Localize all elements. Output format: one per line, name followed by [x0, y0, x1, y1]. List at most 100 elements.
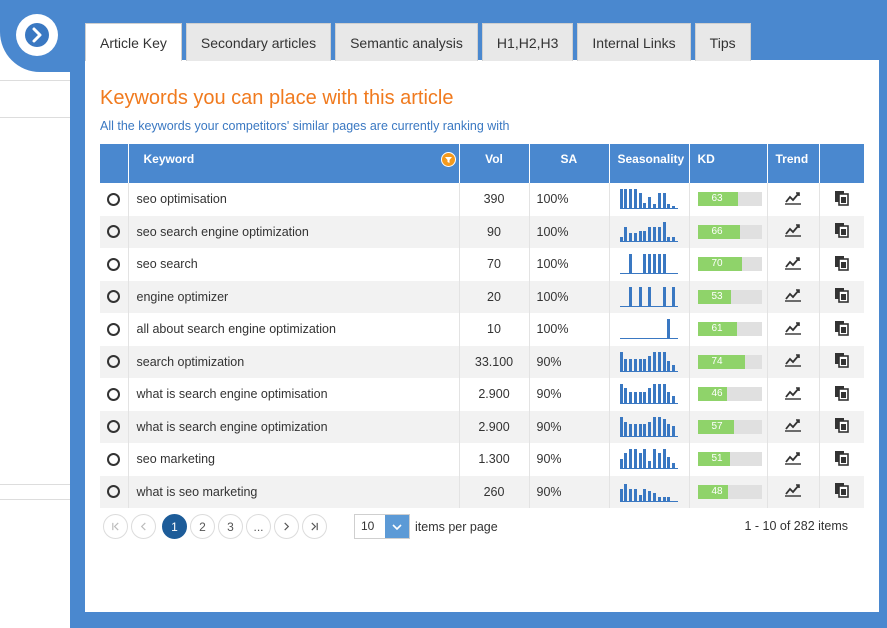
- trend-icon[interactable]: [784, 352, 802, 368]
- trend-cell: [767, 475, 820, 508]
- tab-semantic-analysis[interactable]: Semantic analysis: [335, 23, 478, 61]
- seasonality-bar: [657, 351, 661, 371]
- seasonality-bar: [648, 388, 652, 404]
- row-radio[interactable]: [107, 355, 121, 369]
- trend-icon[interactable]: [784, 450, 802, 466]
- seasonality-bar: [638, 495, 642, 501]
- filter-icon[interactable]: [440, 152, 456, 167]
- trend-icon[interactable]: [784, 287, 802, 303]
- tab-article-key[interactable]: Article Key: [85, 23, 182, 61]
- trend-cell: [767, 345, 820, 378]
- seasonality-chart: [619, 482, 678, 502]
- page-button[interactable]: 2: [190, 514, 215, 539]
- kd-track: 70: [697, 257, 762, 272]
- row-radio[interactable]: [107, 322, 121, 336]
- tab-internal-links[interactable]: Internal Links: [577, 23, 691, 61]
- prev-page-button[interactable]: [131, 514, 156, 539]
- seasonality-bar: [672, 395, 676, 404]
- copy-icon[interactable]: [833, 287, 851, 304]
- row-radio[interactable]: [107, 257, 121, 271]
- tab-secondary-articles[interactable]: Secondary articles: [185, 23, 332, 61]
- copy-icon[interactable]: [833, 417, 851, 434]
- copy-icon[interactable]: [833, 190, 851, 206]
- trend-icon[interactable]: [784, 222, 802, 238]
- seasonality-bar: [643, 449, 647, 469]
- row-radio[interactable]: [107, 485, 121, 499]
- tab-bar: Article Key Secondary articles Semantic an…: [85, 23, 755, 61]
- row-radio[interactable]: [107, 452, 121, 466]
- kd-cell: 48: [689, 475, 768, 508]
- row-radio[interactable]: [107, 225, 121, 239]
- seasonality-bar: [638, 453, 642, 469]
- copy-icon[interactable]: [833, 482, 851, 499]
- trend-icon[interactable]: [784, 190, 802, 206]
- kd-cell: 74: [689, 345, 768, 378]
- trend-icon[interactable]: [784, 482, 802, 498]
- chevron-down-icon[interactable]: [385, 515, 409, 538]
- seasonality-bar: [667, 319, 671, 339]
- seasonality-cell: [609, 378, 690, 411]
- sa-cell: 90%: [529, 345, 610, 378]
- seasonality-cell: [609, 443, 690, 476]
- page-button[interactable]: ...: [246, 514, 271, 539]
- trend-cell: [767, 215, 820, 248]
- seasonality-bar: [619, 384, 623, 404]
- seasonality-cell: [609, 410, 690, 443]
- seasonality-bar: [638, 424, 642, 436]
- row-radio[interactable]: [107, 387, 121, 401]
- page-button[interactable]: 3: [218, 514, 243, 539]
- seasonality-bar: [629, 254, 633, 274]
- last-page-button[interactable]: [302, 514, 327, 539]
- sa-cell: 100%: [529, 313, 610, 346]
- per-page-select[interactable]: 10: [354, 514, 410, 539]
- seasonality-bar: [633, 359, 637, 371]
- copy-icon[interactable]: [833, 450, 851, 466]
- seasonality-bar: [633, 489, 637, 501]
- vol-column-header[interactable]: Vol: [459, 144, 530, 183]
- seasonality-bar: [629, 233, 633, 241]
- next-page-button[interactable]: [274, 514, 299, 539]
- trend-icon[interactable]: [784, 255, 802, 271]
- seasonality-bar: [624, 422, 628, 436]
- seasonality-cell: [609, 345, 690, 378]
- copy-icon[interactable]: [833, 222, 851, 239]
- keyword-cell: all about search engine optimization: [128, 313, 460, 346]
- seasonality-bar: [643, 231, 647, 241]
- copy-icon[interactable]: [833, 385, 851, 401]
- keyword-cell: what is seo marketing: [128, 475, 460, 508]
- seasonality-bar: [662, 351, 666, 371]
- copy-cell: [819, 183, 864, 216]
- first-page-button[interactable]: [103, 514, 128, 539]
- kd-value: 61: [697, 322, 737, 337]
- row-radio[interactable]: [107, 420, 121, 434]
- kd-value: 66: [697, 224, 740, 239]
- seasonality-bar: [629, 359, 633, 371]
- vol-cell: 20: [459, 280, 530, 313]
- seasonality-bar: [667, 496, 671, 501]
- row-radio[interactable]: [107, 192, 121, 206]
- trend-cell: [767, 378, 820, 411]
- trend-icon[interactable]: [784, 417, 802, 433]
- row-radio[interactable]: [107, 290, 121, 304]
- left-sidebar: [0, 0, 70, 628]
- keyword-column-header[interactable]: Keyword: [128, 144, 460, 183]
- kd-column-header[interactable]: KD: [689, 144, 768, 183]
- copy-icon[interactable]: [833, 255, 851, 271]
- copy-icon[interactable]: [833, 320, 851, 336]
- table-row: seo optimisation 390 100% 63: [100, 183, 864, 216]
- seasonality-bar: [624, 189, 628, 209]
- seasonality-bar: [648, 254, 652, 274]
- sa-column-header[interactable]: SA: [529, 144, 610, 183]
- sa-cell: 100%: [529, 215, 610, 248]
- collapse-toggle-button[interactable]: [16, 14, 58, 56]
- page-button[interactable]: 1: [162, 514, 187, 539]
- copy-icon[interactable]: [833, 352, 851, 369]
- seasonality-chart: [619, 449, 678, 470]
- tab-h1-h2-h3[interactable]: H1,H2,H3: [481, 23, 574, 61]
- seasonality-bar: [662, 193, 666, 209]
- tab-tips[interactable]: Tips: [694, 23, 751, 61]
- trend-icon[interactable]: [784, 385, 802, 401]
- seasonality-bar: [638, 391, 642, 404]
- trend-icon[interactable]: [784, 320, 802, 336]
- seasonality-bar: [619, 458, 623, 469]
